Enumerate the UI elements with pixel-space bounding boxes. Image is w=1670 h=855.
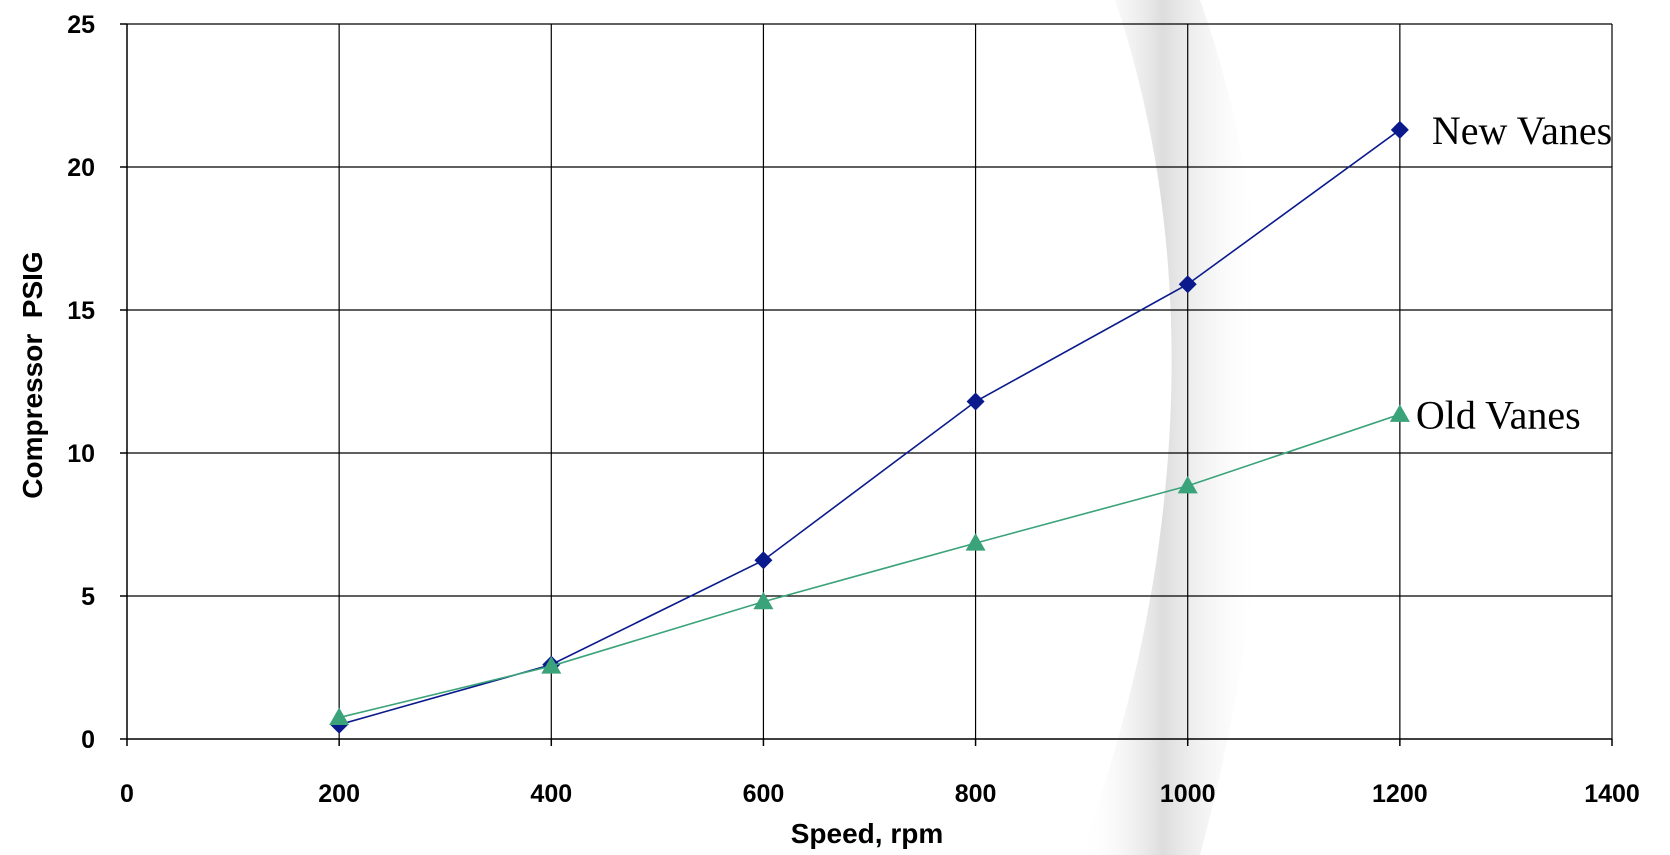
axes <box>120 23 1613 746</box>
y-tick-label: 15 <box>67 297 95 325</box>
grid <box>127 23 1613 739</box>
data-point-diamond <box>1178 275 1197 294</box>
data-point-diamond <box>1390 120 1409 139</box>
x-tick-label: 1000 <box>1160 780 1216 808</box>
background-curve-shadow <box>1080 0 1264 855</box>
x-tick-label: 1400 <box>1584 780 1640 808</box>
y-axis-title: Compressor PSIG <box>17 251 48 498</box>
data-point-triangle <box>1389 404 1410 422</box>
series-labels: New Vanes Old Vanes <box>1416 108 1612 438</box>
x-axis-title: Speed, rpm <box>791 818 943 849</box>
data-point-triangle <box>541 656 562 674</box>
data-point-triangle <box>753 591 774 610</box>
tick-labels: 0 200 400 600 800 1000 1200 1400 0 5 10 15 20 25 <box>67 11 1640 808</box>
y-tick-label: 20 <box>67 154 95 182</box>
x-tick-label: 200 <box>318 780 360 808</box>
y-tick-label: 5 <box>81 583 95 611</box>
series-label: New Vanes <box>1432 108 1612 153</box>
series-label: Old Vanes <box>1416 392 1581 437</box>
series <box>329 120 1410 734</box>
data-point-triangle <box>965 533 986 551</box>
x-tick-label: 0 <box>120 780 134 808</box>
x-tick-label: 600 <box>743 780 785 808</box>
series-line <box>338 413 1401 719</box>
y-tick-label: 0 <box>81 726 95 754</box>
y-tick-label: 25 <box>67 11 95 39</box>
x-tick-label: 800 <box>955 780 997 808</box>
x-tick-label: 400 <box>530 780 572 808</box>
data-point-triangle <box>329 707 350 726</box>
data-point-diamond <box>754 551 773 570</box>
series-old-vanes <box>329 404 1410 726</box>
data-point-diamond <box>966 392 985 411</box>
x-tick-label: 1200 <box>1372 780 1428 808</box>
data-point-triangle <box>1177 475 1198 494</box>
y-tick-label: 10 <box>67 440 95 468</box>
